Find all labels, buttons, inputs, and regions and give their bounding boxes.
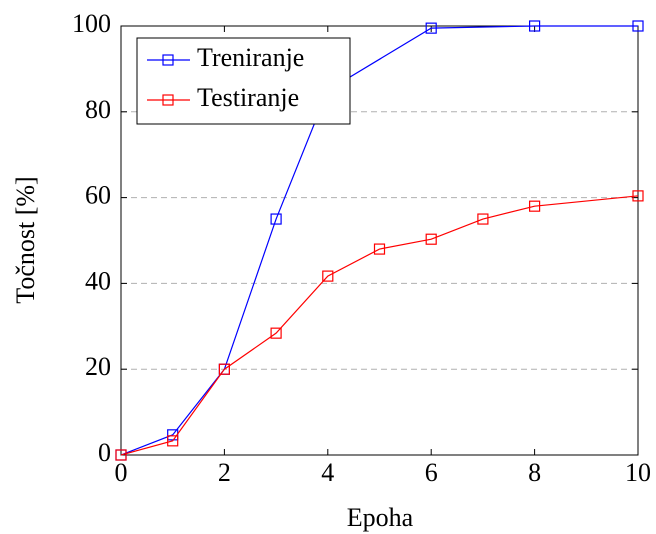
point: [632, 190, 644, 202]
x-tick-label: 6: [425, 458, 438, 487]
point: [425, 233, 437, 245]
point: [373, 243, 386, 255]
legend-label: Testiranje: [197, 83, 299, 112]
point: [218, 363, 230, 375]
point: [632, 20, 644, 32]
point: [322, 270, 334, 282]
x-tick-label: 4: [321, 458, 334, 487]
series-line: [120, 25, 638, 456]
legend-box: [136, 37, 351, 125]
x-tick-label: 8: [528, 458, 541, 487]
x-tick-label: 10: [625, 458, 651, 487]
x-tick-label: 0: [115, 458, 128, 487]
y-tick-label: 40: [85, 266, 111, 295]
point: [477, 213, 489, 225]
x-tick-label: 2: [218, 458, 231, 487]
y-tick-label: 0: [98, 438, 111, 467]
legend-marker: [162, 94, 174, 106]
point: [167, 435, 179, 447]
point: [115, 449, 127, 461]
series-line: [120, 195, 639, 456]
y-tick-label: 60: [85, 181, 111, 210]
y-tick-label: 100: [72, 9, 111, 38]
point: [425, 22, 437, 34]
y-tick-label: 20: [85, 352, 111, 381]
point: [270, 327, 282, 339]
x-axis-label: Epoha: [347, 503, 414, 532]
point: [270, 213, 282, 225]
plot-frame: [120, 25, 639, 456]
legend-label: Treniranje: [197, 43, 304, 72]
y-tick-label: 80: [85, 95, 111, 124]
point: [528, 200, 541, 212]
point: [528, 20, 541, 32]
legend-marker: [162, 54, 174, 66]
y-axis-label: Točnost [%]: [11, 176, 40, 303]
